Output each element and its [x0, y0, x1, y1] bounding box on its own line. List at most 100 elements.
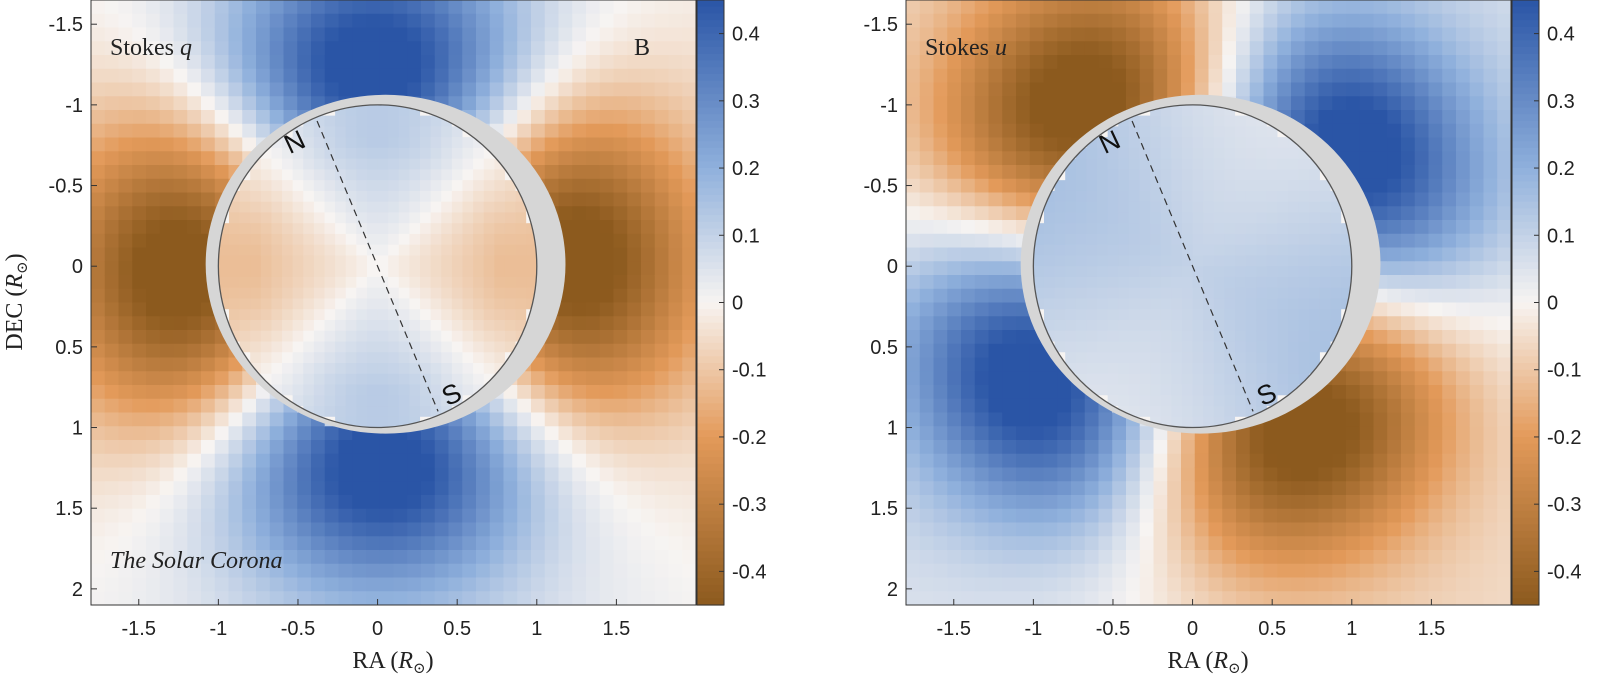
heatmap-cell [906, 563, 921, 579]
disk-cell [250, 352, 262, 364]
disk-cell [366, 223, 379, 235]
heatmap-cell [146, 302, 161, 317]
disk-cell [324, 137, 336, 149]
heatmap-cell [906, 220, 921, 235]
disk-cell [494, 180, 506, 192]
heatmap-cell [654, 13, 670, 29]
heatmap-cell [132, 385, 147, 400]
heatmap-cell [159, 275, 175, 290]
heatmap-cell [201, 563, 216, 579]
disk-cell [409, 126, 421, 138]
disk-cell [303, 363, 315, 375]
heatmap-cell [379, 467, 395, 482]
heatmap-cell [489, 550, 505, 565]
heatmap-cell [1181, 522, 1196, 537]
heatmap-cell [1304, 0, 1320, 15]
heatmap-cell [558, 165, 573, 180]
heatmap-cell [1359, 178, 1375, 194]
heatmap-cell [146, 178, 161, 194]
colorbar-segment [697, 396, 724, 404]
disk-cell [366, 126, 379, 138]
heatmap-cell [187, 96, 202, 111]
heatmap-cell [1181, 453, 1196, 469]
heatmap-cell [1194, 0, 1210, 15]
heatmap-cell [311, 41, 326, 56]
heatmap-cell [668, 385, 683, 400]
heatmap-cell [476, 440, 491, 455]
heatmap-cell [572, 55, 587, 70]
heatmap-cell [489, 467, 505, 482]
heatmap-cell [1401, 0, 1416, 15]
heatmap-cell [159, 467, 175, 482]
heatmap-cell [1208, 0, 1223, 15]
heatmap-cell [393, 563, 408, 579]
heatmap-cell [1181, 563, 1196, 579]
heatmap-cell [1194, 467, 1210, 482]
heatmap-cell [1071, 453, 1086, 469]
disk-cell [494, 341, 506, 353]
disk-cell [483, 330, 495, 343]
heatmap-cell [1469, 316, 1485, 331]
heatmap-cell [1442, 151, 1457, 166]
disk-cell [515, 244, 527, 257]
heatmap-cell [613, 467, 628, 482]
disk-cell [377, 223, 389, 235]
heatmap-cell [517, 412, 532, 427]
heatmap-cell [1497, 178, 1511, 194]
heatmap-cell [668, 261, 683, 276]
heatmap-cell [1098, 440, 1113, 455]
disk-cell [409, 244, 421, 257]
heatmap-cell [421, 495, 436, 510]
heatmap-cell [159, 371, 175, 386]
heatmap-cell [1428, 41, 1443, 56]
disk-cell [271, 190, 283, 203]
colorbar-segment [697, 275, 724, 283]
disk-cell [313, 223, 326, 235]
heatmap-cell [1456, 412, 1471, 427]
disk-cell [324, 233, 336, 246]
heatmap-cell [1318, 426, 1333, 441]
heatmap-cell [1497, 440, 1511, 455]
heatmap-cell [132, 233, 147, 249]
heatmap-cell [1456, 110, 1471, 125]
heatmap-cell [947, 453, 962, 469]
heatmap-cell [256, 27, 271, 42]
heatmap-cell [1483, 536, 1498, 551]
heatmap-cell [297, 550, 312, 565]
heatmap-cell [462, 522, 477, 537]
heatmap-cell [668, 275, 683, 290]
heatmap-cell [311, 82, 326, 97]
heatmap-cell [517, 55, 532, 70]
heatmap-cell [1428, 508, 1443, 524]
disk-cell [335, 330, 347, 343]
colorbar-segment [697, 497, 724, 505]
heatmap-cell [919, 302, 935, 317]
disk-cell [228, 319, 241, 332]
heatmap-cell [104, 577, 120, 592]
heatmap-cell [1346, 137, 1361, 152]
heatmap-cell [572, 0, 587, 15]
heatmap-cell [1194, 82, 1210, 97]
heatmap-cell [146, 68, 161, 84]
heatmap-cell [297, 522, 312, 537]
heatmap-cell [1126, 426, 1141, 441]
heatmap-cell [1002, 343, 1017, 359]
disk-cell [324, 330, 336, 343]
heatmap-cell [1304, 41, 1320, 56]
heatmap-cell [599, 27, 615, 42]
heatmap-cell [682, 343, 696, 359]
heatmap-cell [366, 440, 381, 455]
heatmap-cell [668, 27, 683, 42]
disk-cell [313, 373, 326, 386]
disk-cell [515, 319, 527, 332]
heatmap-cell [641, 440, 656, 455]
heatmap-cell [668, 440, 683, 455]
heatmap-cell [988, 316, 1003, 331]
disk-cell [356, 406, 368, 418]
heatmap-cell [1291, 453, 1306, 469]
heatmap-cell [393, 68, 408, 84]
disk-cell [441, 319, 453, 332]
heatmap-cell [1428, 412, 1443, 427]
colorbar-segment [697, 376, 724, 384]
heatmap-cell [558, 178, 573, 194]
